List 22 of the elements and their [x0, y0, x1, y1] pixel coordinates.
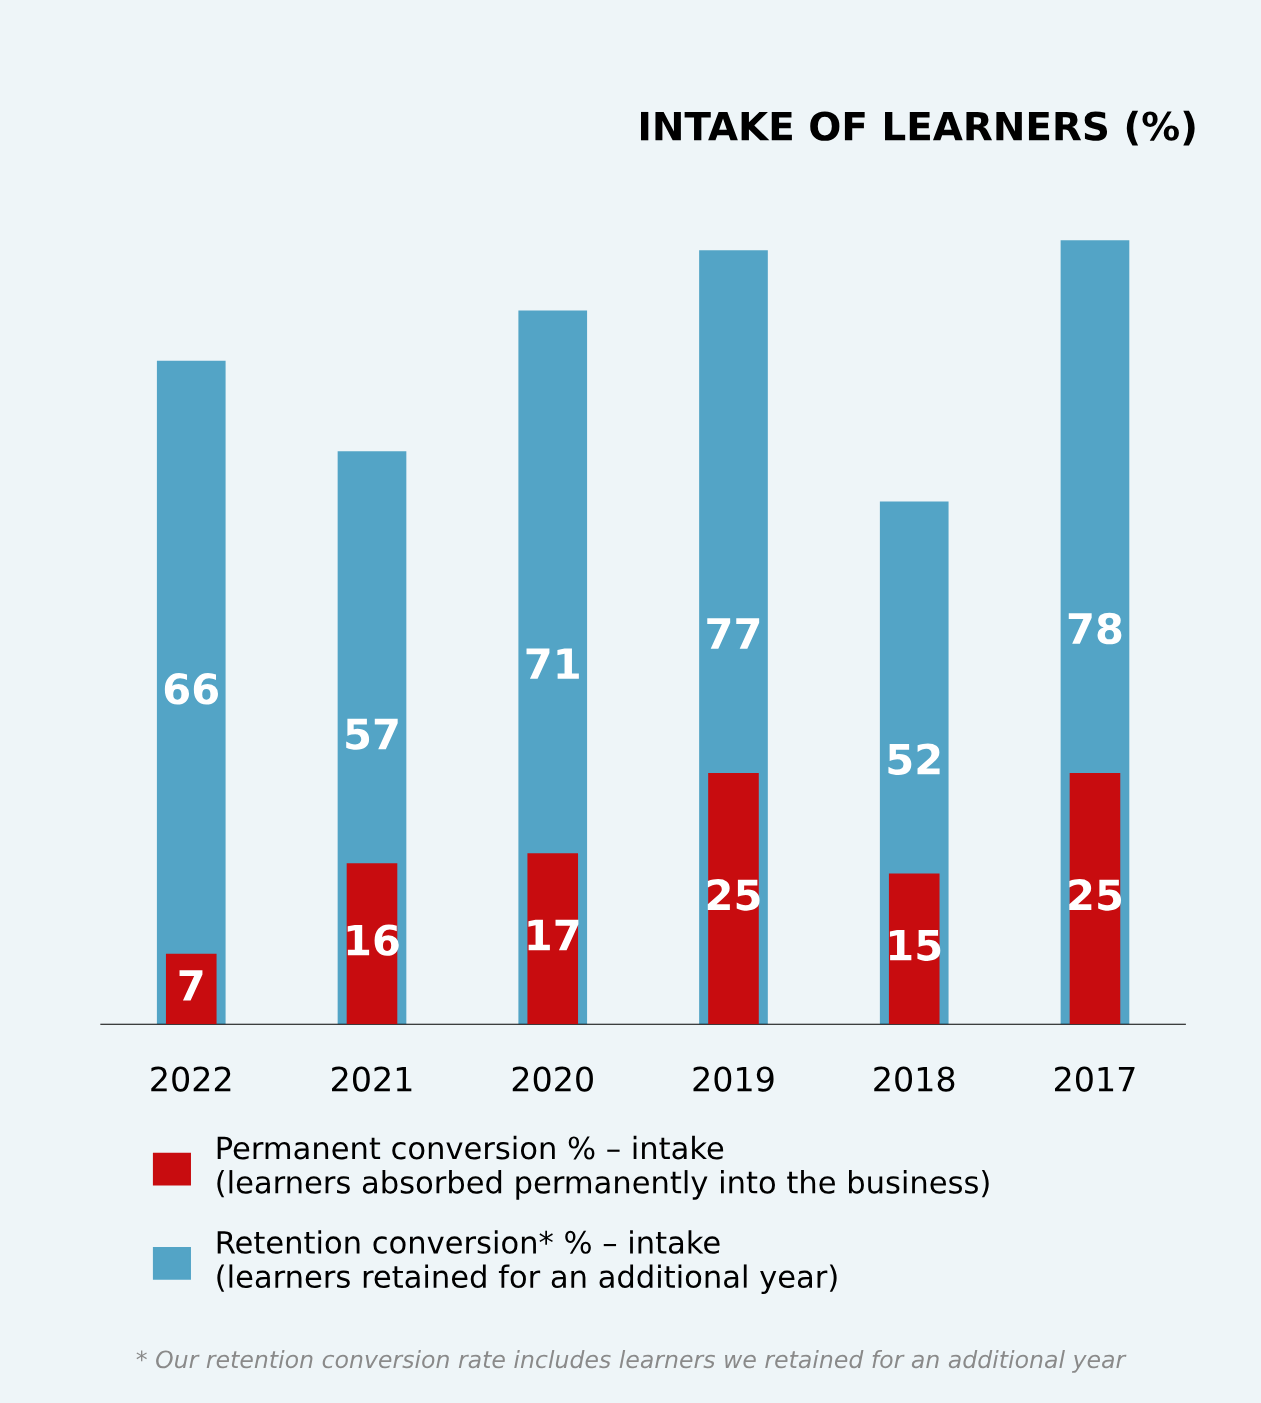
bar	[165, 953, 217, 1025]
data-label: 78	[1068, 612, 1122, 645]
chart-title: INTAKE OF LEARNERS (%)	[640, 110, 1195, 146]
data-label: 71	[526, 648, 579, 679]
legend-label: Retention conversion* % – intake (learners retained for an additional year)	[217, 1230, 837, 1294]
x-tick-label: 2018	[874, 1066, 955, 1092]
data-label: 66	[164, 673, 218, 705]
data-label: 7	[179, 970, 203, 1001]
bar	[1069, 772, 1121, 1025]
text: * Our retention conversion rate includes learners we retained for an additional year	[136, 1349, 1127, 1373]
x-tick-label: 2021	[332, 1066, 412, 1092]
x-tick-label: 2020	[512, 1066, 593, 1092]
bar	[708, 772, 759, 1025]
data-label: 25	[1069, 879, 1122, 911]
x-tick-label: 2019	[693, 1066, 774, 1092]
data-label: 57	[346, 718, 398, 750]
bar	[156, 360, 226, 1025]
data-label: 52	[888, 743, 940, 775]
x-tick-label: 2022	[151, 1066, 231, 1092]
x-tick-label: 2017	[1054, 1066, 1135, 1092]
data-label: 77	[707, 618, 760, 649]
legend-label: Permanent conversion % – intake (learners absorbed permanently into the business)	[217, 1135, 989, 1200]
